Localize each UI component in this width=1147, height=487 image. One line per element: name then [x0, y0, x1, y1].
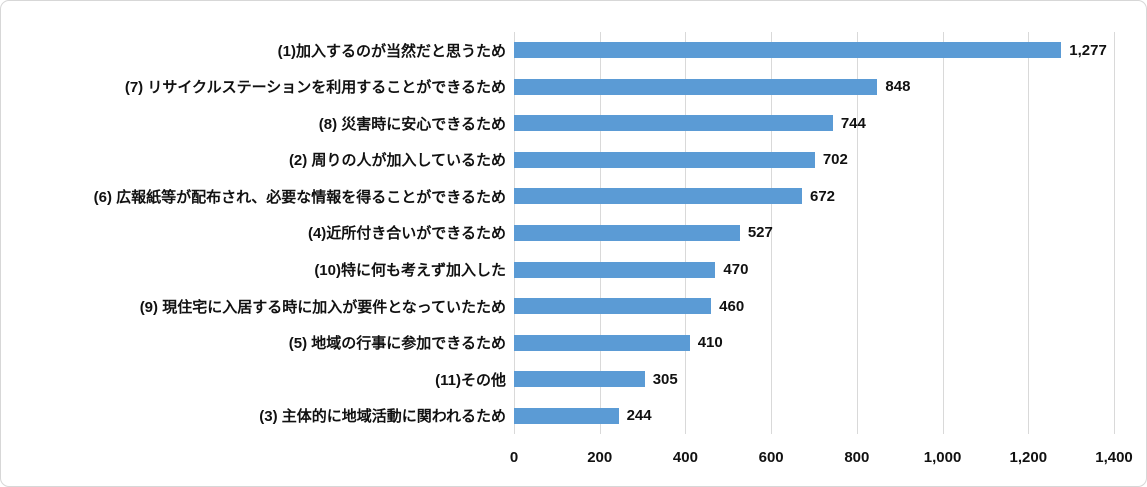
category-label: (1)加入するのが当然だと思うため: [277, 42, 506, 60]
x-tick-label: 400: [672, 449, 698, 466]
category-label: (6) 広報紙等が配布され、必要な情報を得ることができるため: [93, 188, 506, 206]
category-label: (5) 地域の行事に参加できるため: [288, 335, 506, 353]
category-label: (2) 周りの人が加入しているため: [288, 152, 506, 170]
x-tick-label: 200: [587, 449, 613, 466]
category-label: (4)近所付き合いができるため: [307, 225, 506, 243]
category-label: (3) 主体的に地域活動に関われるため: [259, 408, 506, 426]
gridline: [771, 32, 773, 434]
bar: [514, 371, 645, 388]
value-label: 410: [697, 334, 723, 352]
gridline: [942, 32, 944, 434]
category-label: (10)特に何も考えず加入した: [314, 262, 506, 280]
category-label: (9) 現住宅に入居する時に加入が要件となっていたため: [139, 298, 506, 316]
bar: [514, 261, 716, 278]
bar: [514, 115, 833, 132]
gridline: [1028, 32, 1030, 434]
value-label: 702: [822, 151, 848, 169]
value-label: 527: [747, 224, 773, 242]
bar: [514, 334, 690, 351]
x-tick-label: 0: [509, 449, 519, 466]
bar: [514, 42, 1062, 59]
x-tick-label: 1,400: [1095, 449, 1133, 466]
value-label: 460: [719, 297, 745, 315]
value-label: 672: [810, 187, 836, 205]
value-label: 305: [652, 370, 678, 388]
x-tick-label: 1,200: [1009, 449, 1048, 466]
x-tick-label: 600: [758, 449, 784, 466]
bar: [514, 78, 878, 95]
value-label: 848: [885, 78, 911, 96]
bar: [514, 225, 740, 241]
value-label: 470: [723, 261, 749, 279]
x-tick-label: 1,000: [923, 449, 962, 466]
value-label: 744: [840, 114, 866, 132]
x-tick-label: 800: [844, 449, 870, 466]
category-label: (11)その他: [435, 371, 506, 389]
value-label: 244: [626, 407, 652, 425]
bar: [514, 298, 712, 315]
value-label: 1,277: [1069, 41, 1107, 59]
gridline: [856, 32, 858, 434]
category-label: (7) リサイクルステーションを利用することができるため: [124, 79, 506, 97]
category-label: (8) 災害時に安心できるため: [318, 115, 506, 133]
bar: [514, 188, 802, 205]
bar: [514, 407, 619, 424]
gridline: [1114, 32, 1115, 434]
bar: [514, 151, 815, 168]
